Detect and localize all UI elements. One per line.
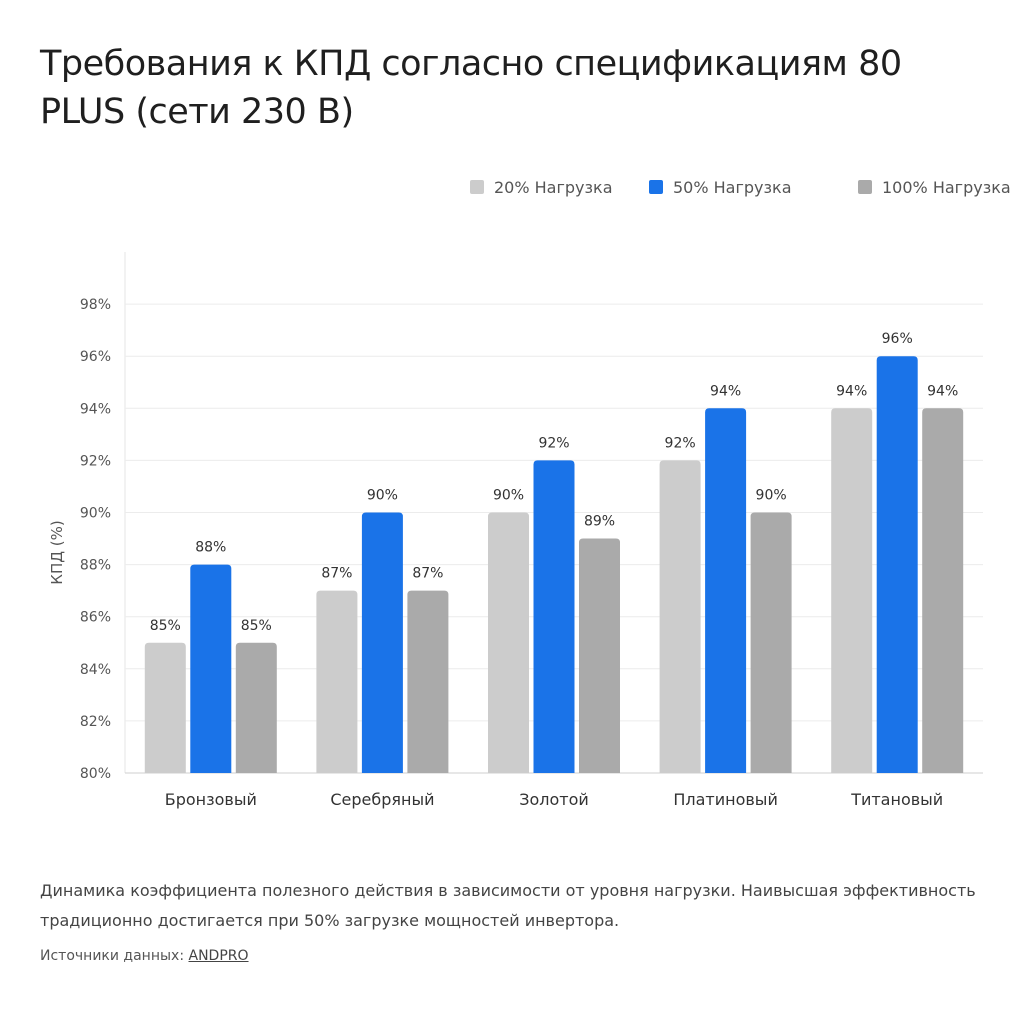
y-tick-label: 88%	[80, 558, 111, 574]
legend-label: 100% Нагрузка	[882, 178, 1011, 197]
data-label: 94%	[836, 383, 867, 399]
y-tick-label: 94%	[80, 401, 111, 417]
y-axis-label: КПД (%)	[48, 520, 66, 584]
chart-description: Динамика коэффициента полезного действия…	[40, 881, 976, 930]
x-tick-label: Платиновый	[673, 790, 778, 809]
data-label: 90%	[756, 488, 787, 504]
x-tick-label: Серебряный	[330, 790, 434, 809]
bar	[488, 512, 529, 773]
bar	[922, 408, 964, 773]
legend-label: 50% Нагрузка	[673, 178, 792, 197]
data-label: 96%	[882, 331, 913, 347]
x-tick-label: Золотой	[519, 790, 589, 809]
data-label: 94%	[710, 383, 741, 399]
bar	[831, 408, 873, 773]
data-label: 92%	[538, 435, 569, 451]
bar	[659, 460, 701, 773]
source-line: Источники данных: ANDPRO	[40, 948, 249, 964]
bar	[235, 642, 277, 773]
legend-swatch	[858, 180, 872, 194]
source-label: Источники данных:	[40, 948, 185, 964]
bar	[361, 512, 403, 773]
data-label: 85%	[241, 618, 272, 634]
bar	[705, 408, 747, 773]
data-label: 92%	[665, 435, 696, 451]
x-tick-label: Титановый	[850, 790, 943, 809]
legend-swatch	[470, 180, 484, 194]
bar	[579, 538, 620, 773]
y-tick-label: 90%	[80, 506, 111, 522]
data-label: 87%	[321, 566, 352, 582]
data-label: 85%	[150, 618, 181, 634]
data-label: 88%	[195, 540, 226, 556]
x-tick-label: Бронзовый	[165, 790, 257, 809]
y-tick-label: 80%	[80, 766, 111, 782]
data-label: 90%	[367, 488, 398, 504]
bar	[144, 642, 186, 773]
y-tick-label: 82%	[80, 714, 111, 730]
chart-title: Требования к КПД согласно спецификациям …	[40, 44, 902, 132]
data-label: 94%	[927, 383, 958, 399]
data-label: 87%	[412, 566, 443, 582]
bar	[407, 590, 449, 773]
legend-swatch	[649, 180, 663, 194]
data-label: 90%	[493, 488, 524, 504]
source-link[interactable]: ANDPRO	[188, 948, 249, 964]
bar	[190, 564, 232, 773]
y-tick-label: 86%	[80, 610, 111, 626]
bar	[876, 356, 918, 773]
y-tick-label: 98%	[80, 297, 111, 313]
data-label: 89%	[584, 514, 615, 530]
bar	[316, 590, 358, 773]
y-tick-label: 96%	[80, 349, 111, 365]
y-tick-label: 92%	[80, 453, 111, 469]
bar	[533, 460, 575, 773]
legend-label: 20% Нагрузка	[494, 178, 613, 197]
bar	[750, 512, 792, 773]
y-tick-label: 84%	[80, 662, 111, 678]
